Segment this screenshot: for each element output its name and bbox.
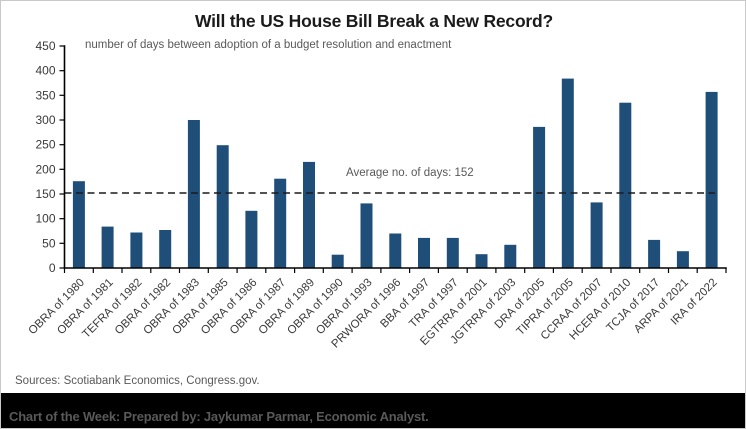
bar-tra-of-1997 [446,237,459,268]
y-tick-label: 250 [35,138,55,152]
bar-obra-of-1986 [245,210,258,268]
ticks-group [59,45,727,273]
bar-obra-of-1985 [216,145,229,268]
bar-tcja-of-2017 [648,239,661,268]
footer-credit: Chart of the Week: Prepared by: Jaykumar… [9,409,429,424]
bar-hcera-of-2010 [619,102,632,268]
y-tick-label: 350 [35,88,55,102]
y-tick-label: 150 [35,187,55,201]
y-tick-label: 0 [49,261,56,275]
bar-obra-of-1990 [331,254,344,268]
bar-ira-of-2022 [705,91,718,269]
bar-tefra-of-1982 [130,232,143,268]
bar-egtrra-of-2001 [475,254,488,268]
bar-obra-of-1982 [159,230,172,268]
chart-subtitle: number of days between adoption of a bud… [85,39,452,51]
bar-jgtrra-of-2003 [504,244,517,268]
footer-bar: Chart of the Week: Prepared by: Jaykumar… [1,393,745,428]
bar-obra-of-1981 [101,226,114,268]
y-tick-label: 100 [35,212,55,226]
bar-prwora-of-1996 [389,233,402,268]
y-tick-label: 200 [35,162,55,176]
bar-obra-of-1989 [303,161,315,268]
y-tick-labels: 0 50 100 150 200 250 300 350 400 450 [35,39,55,275]
bar-arpa-of-2021 [676,251,689,268]
chart-title: Will the US House Bill Break a New Recor… [194,11,554,31]
bar-obra-of-1987 [274,178,287,268]
bar-obra-of-1983 [187,120,200,268]
y-tick-label: 300 [35,113,55,127]
y-tick-label: 50 [42,236,56,250]
bar-bba-of-1997 [418,237,430,268]
y-tick-label: 400 [35,64,55,78]
bar-obra-of-1980 [72,181,85,268]
axes-group [63,45,727,269]
bar-ccraa-of-2007 [590,202,603,268]
average-line-label: Average no. of days: 152 [346,167,474,179]
sources-note: Sources: Scotiabank Economics, Congress.… [15,375,260,387]
bar-dra-of-2005 [533,126,546,269]
y-tick-label: 450 [35,39,55,53]
bar-tipra-of-2005 [561,78,574,268]
bars-group [72,78,718,269]
bar-obra-of-1993 [360,203,373,268]
